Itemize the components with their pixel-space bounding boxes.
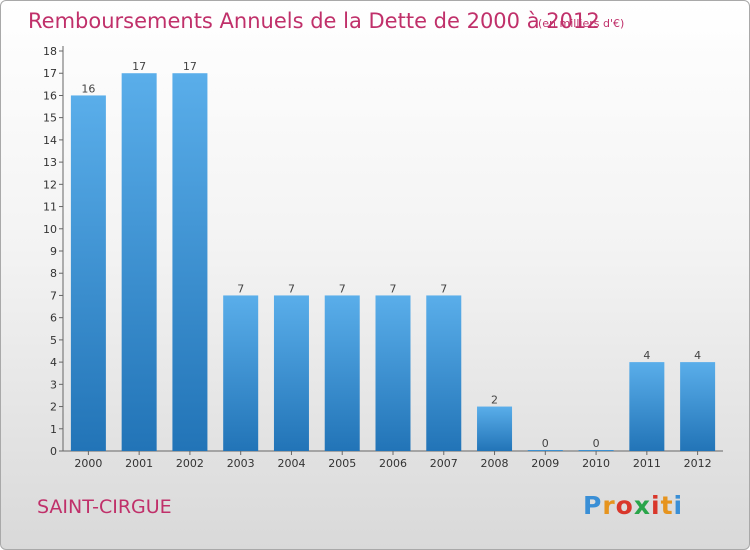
proxiti-logo: Proxiti: [583, 491, 683, 520]
y-tick-label: 7: [50, 289, 57, 302]
y-tick-label: 9: [50, 245, 57, 258]
y-tick-label: 1: [50, 423, 57, 436]
logo-letter: i: [651, 491, 661, 520]
y-tick-label: 16: [43, 89, 57, 102]
x-tick-label-2004: 2004: [277, 457, 305, 470]
y-tick-label: 14: [43, 134, 57, 147]
y-tick-label: 6: [50, 312, 57, 325]
logo-letter: i: [673, 491, 684, 520]
value-label-2010: 0: [593, 437, 600, 450]
y-tick-label: 4: [50, 356, 57, 369]
value-label-2003: 7: [237, 282, 244, 295]
y-tick-label: 10: [43, 223, 57, 236]
value-label-2002: 17: [183, 60, 197, 73]
value-label-2000: 16: [81, 82, 95, 95]
x-tick-label-2009: 2009: [531, 457, 559, 470]
y-tick-label: 13: [43, 156, 57, 169]
y-tick-label: 15: [43, 112, 57, 125]
x-tick-label-2010: 2010: [582, 457, 610, 470]
bar-2005: [324, 295, 360, 451]
logo-letter: P: [583, 491, 603, 520]
y-tick-label: 0: [50, 445, 57, 458]
x-tick-label-2000: 2000: [74, 457, 102, 470]
y-tick-label: 8: [50, 267, 57, 280]
bar-2008: [477, 406, 513, 451]
y-tick-label: 18: [43, 45, 57, 58]
y-tick-label: 11: [43, 201, 57, 214]
bar-2012: [680, 362, 716, 451]
bar-2007: [426, 295, 462, 451]
value-label-2005: 7: [339, 282, 346, 295]
value-label-2009: 0: [542, 437, 549, 450]
x-tick-label-2008: 2008: [481, 457, 509, 470]
logo-letter: o: [615, 491, 634, 520]
bar-2009: [527, 450, 563, 451]
x-tick-label-2003: 2003: [227, 457, 255, 470]
y-tick-label: 2: [50, 401, 57, 414]
value-label-2006: 7: [390, 282, 397, 295]
chart-unit-label: (en milliers d'€): [538, 17, 625, 30]
x-tick-label-2005: 2005: [328, 457, 356, 470]
bar-2000: [70, 95, 106, 451]
value-label-2007: 7: [440, 282, 447, 295]
y-tick-label: 12: [43, 178, 57, 191]
y-tick-label: 5: [50, 334, 57, 347]
value-label-2004: 7: [288, 282, 295, 295]
x-tick-label-2011: 2011: [633, 457, 661, 470]
y-tick-label: 3: [50, 378, 57, 391]
x-tick-label-2012: 2012: [684, 457, 712, 470]
value-label-2008: 2: [491, 394, 498, 407]
bar-2006: [375, 295, 411, 451]
chart-title: Remboursements Annuels de la Dette de 20…: [28, 9, 600, 33]
bar-2002: [172, 73, 208, 451]
logo-letter: t: [660, 491, 674, 520]
x-tick-label-2006: 2006: [379, 457, 407, 470]
chart-bars: [70, 73, 716, 451]
bar-2003: [223, 295, 259, 451]
value-label-2011: 4: [643, 349, 650, 362]
y-tick-label: 17: [43, 67, 57, 80]
bar-2011: [629, 362, 665, 451]
bar-2004: [273, 295, 309, 451]
logo-letter: x: [633, 491, 651, 520]
x-tick-label-2002: 2002: [176, 457, 204, 470]
x-tick-label-2001: 2001: [125, 457, 153, 470]
bar-2010: [578, 450, 614, 451]
commune-name: SAINT-CIRGUE: [37, 496, 172, 518]
value-label-2001: 17: [132, 60, 146, 73]
value-label-2012: 4: [694, 349, 701, 362]
bar-2001: [121, 73, 157, 451]
chart-labels: 2000162001172002172003720047200572006720…: [74, 60, 711, 470]
logo-letter: r: [602, 491, 616, 520]
x-tick-label-2007: 2007: [430, 457, 458, 470]
